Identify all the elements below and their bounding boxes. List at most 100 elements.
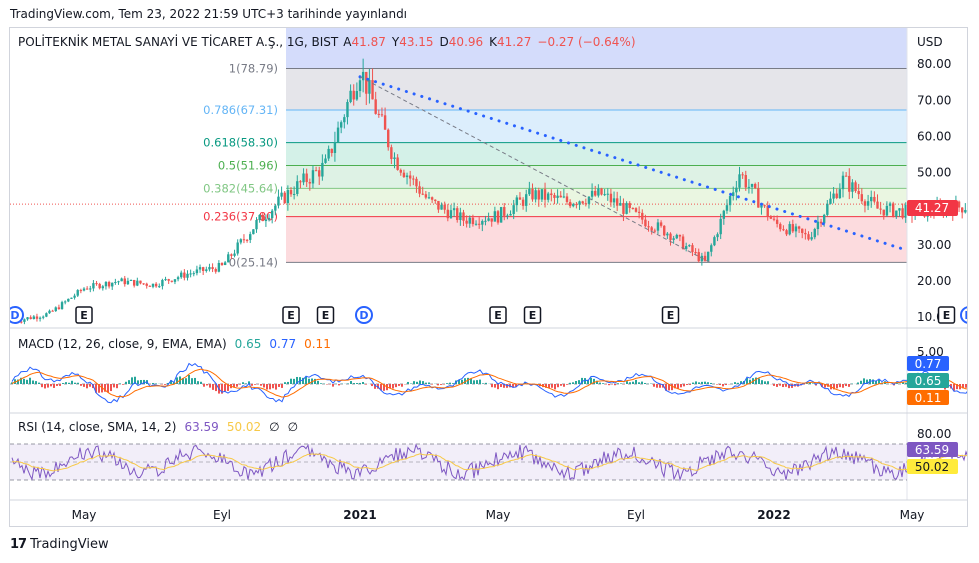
earnings-marker: E [661, 306, 680, 324]
candle-body [531, 188, 534, 200]
fib-anchor-line [359, 76, 711, 263]
macd-histogram-bar [548, 384, 550, 389]
price-tick-label: 30.00 [917, 238, 951, 252]
candle-body [437, 200, 440, 210]
macd-histogram-bar [209, 384, 211, 388]
candle-body [481, 221, 484, 225]
macd-histogram-bar [305, 376, 307, 384]
marker-letter: D [964, 309, 967, 322]
candle-body [308, 182, 312, 184]
macd-histogram-bar [590, 377, 592, 384]
earnings-marker: E [489, 306, 507, 324]
macd-histogram-bar [491, 384, 493, 388]
candle-body [186, 273, 189, 278]
dividend-marker: D [355, 306, 373, 324]
macd-histogram-bar [734, 382, 736, 384]
macd-histogram-bar [776, 384, 778, 387]
macd-histogram-bar [806, 383, 808, 384]
candle-body [556, 195, 559, 198]
candle-body [474, 223, 478, 225]
candle-body [126, 280, 130, 285]
macd-histogram-bar [320, 383, 322, 384]
candle-body [813, 229, 816, 238]
macd-histogram-bar [560, 384, 562, 386]
macd-histogram-bar [626, 381, 628, 384]
trend-line [358, 75, 909, 252]
macd-histogram-bar [401, 384, 403, 387]
macd-histogram-bar [287, 381, 289, 384]
candle-body [521, 199, 525, 206]
candle-body [252, 229, 255, 235]
marker-letter: E [322, 309, 330, 322]
macd-histogram-bar [143, 379, 145, 384]
macd-histogram-bar [398, 384, 400, 386]
macd-histogram-bar [290, 378, 292, 384]
fib-zone [286, 68, 907, 111]
candle-body [882, 209, 885, 216]
macd-histogram-bar [599, 382, 601, 384]
candle-body [848, 175, 851, 192]
macd-histogram-bar [710, 382, 712, 384]
candle-body [98, 283, 101, 289]
candle-body [957, 201, 961, 208]
candle-body [129, 279, 133, 281]
macd-histogram-bar [866, 379, 868, 384]
macd-histogram-bar [281, 384, 283, 388]
macd-histogram-bar [551, 384, 553, 388]
macd-histogram-bar [239, 384, 241, 385]
macd-histogram-bar [122, 384, 124, 385]
candle-body [822, 214, 826, 224]
candle-body [339, 122, 343, 128]
macd-histogram-bar [71, 380, 73, 384]
macd-histogram-bar [32, 380, 34, 384]
footer-brand[interactable]: 17 TradingView [10, 537, 109, 552]
candle-body [26, 317, 29, 320]
marker-letter: D [10, 309, 19, 322]
candle-body [838, 189, 842, 199]
macd-histogram-bar [374, 384, 376, 389]
macd-histogram-bar [671, 384, 673, 391]
macd-histogram-bar [77, 382, 79, 384]
candle-body [634, 208, 638, 212]
marker-letter: E [529, 309, 537, 322]
candle-body [722, 210, 726, 219]
macd-histogram-bar [701, 381, 703, 384]
macd-histogram-bar [194, 377, 196, 384]
macd-histogram-bar [392, 384, 394, 389]
macd-histogram-bar [668, 384, 670, 391]
macd-histogram-bar [821, 384, 823, 387]
macd-histogram-bar [284, 382, 286, 384]
macd-histogram-bar [722, 384, 724, 387]
overlays [358, 75, 909, 263]
currency-label: USD [917, 35, 943, 49]
svg-text:0.11: 0.11 [915, 391, 942, 405]
candle-body [427, 197, 431, 199]
macd-histogram-bar [767, 381, 769, 384]
marker-box [282, 306, 300, 324]
macd-histogram-bar [788, 384, 790, 389]
marker-box [523, 306, 542, 324]
candle-body [710, 245, 713, 252]
macd-histogram-bar [569, 382, 571, 384]
macd-histogram-bar [296, 376, 298, 384]
macd-histogram-bar [215, 384, 217, 392]
candle-body [60, 302, 64, 310]
macd-line [11, 362, 979, 404]
candle-body [48, 310, 51, 314]
macd-histogram-bar [833, 384, 835, 390]
candle-body [242, 239, 246, 241]
candle-body [333, 142, 337, 154]
candle-body [104, 281, 108, 287]
macd-badge-macd: 0.77 [907, 356, 949, 371]
macd-histogram-bar [41, 384, 43, 388]
macd-histogram-bar [452, 383, 454, 384]
macd-histogram-bar [644, 382, 646, 384]
candle-body [405, 175, 409, 178]
candle-body [89, 288, 92, 290]
candle-body [430, 197, 434, 200]
candle-body [45, 313, 48, 317]
candle-body [365, 71, 368, 94]
signal-line [11, 368, 979, 398]
candle-body [456, 208, 459, 220]
dividend-marker: D [6, 306, 24, 324]
